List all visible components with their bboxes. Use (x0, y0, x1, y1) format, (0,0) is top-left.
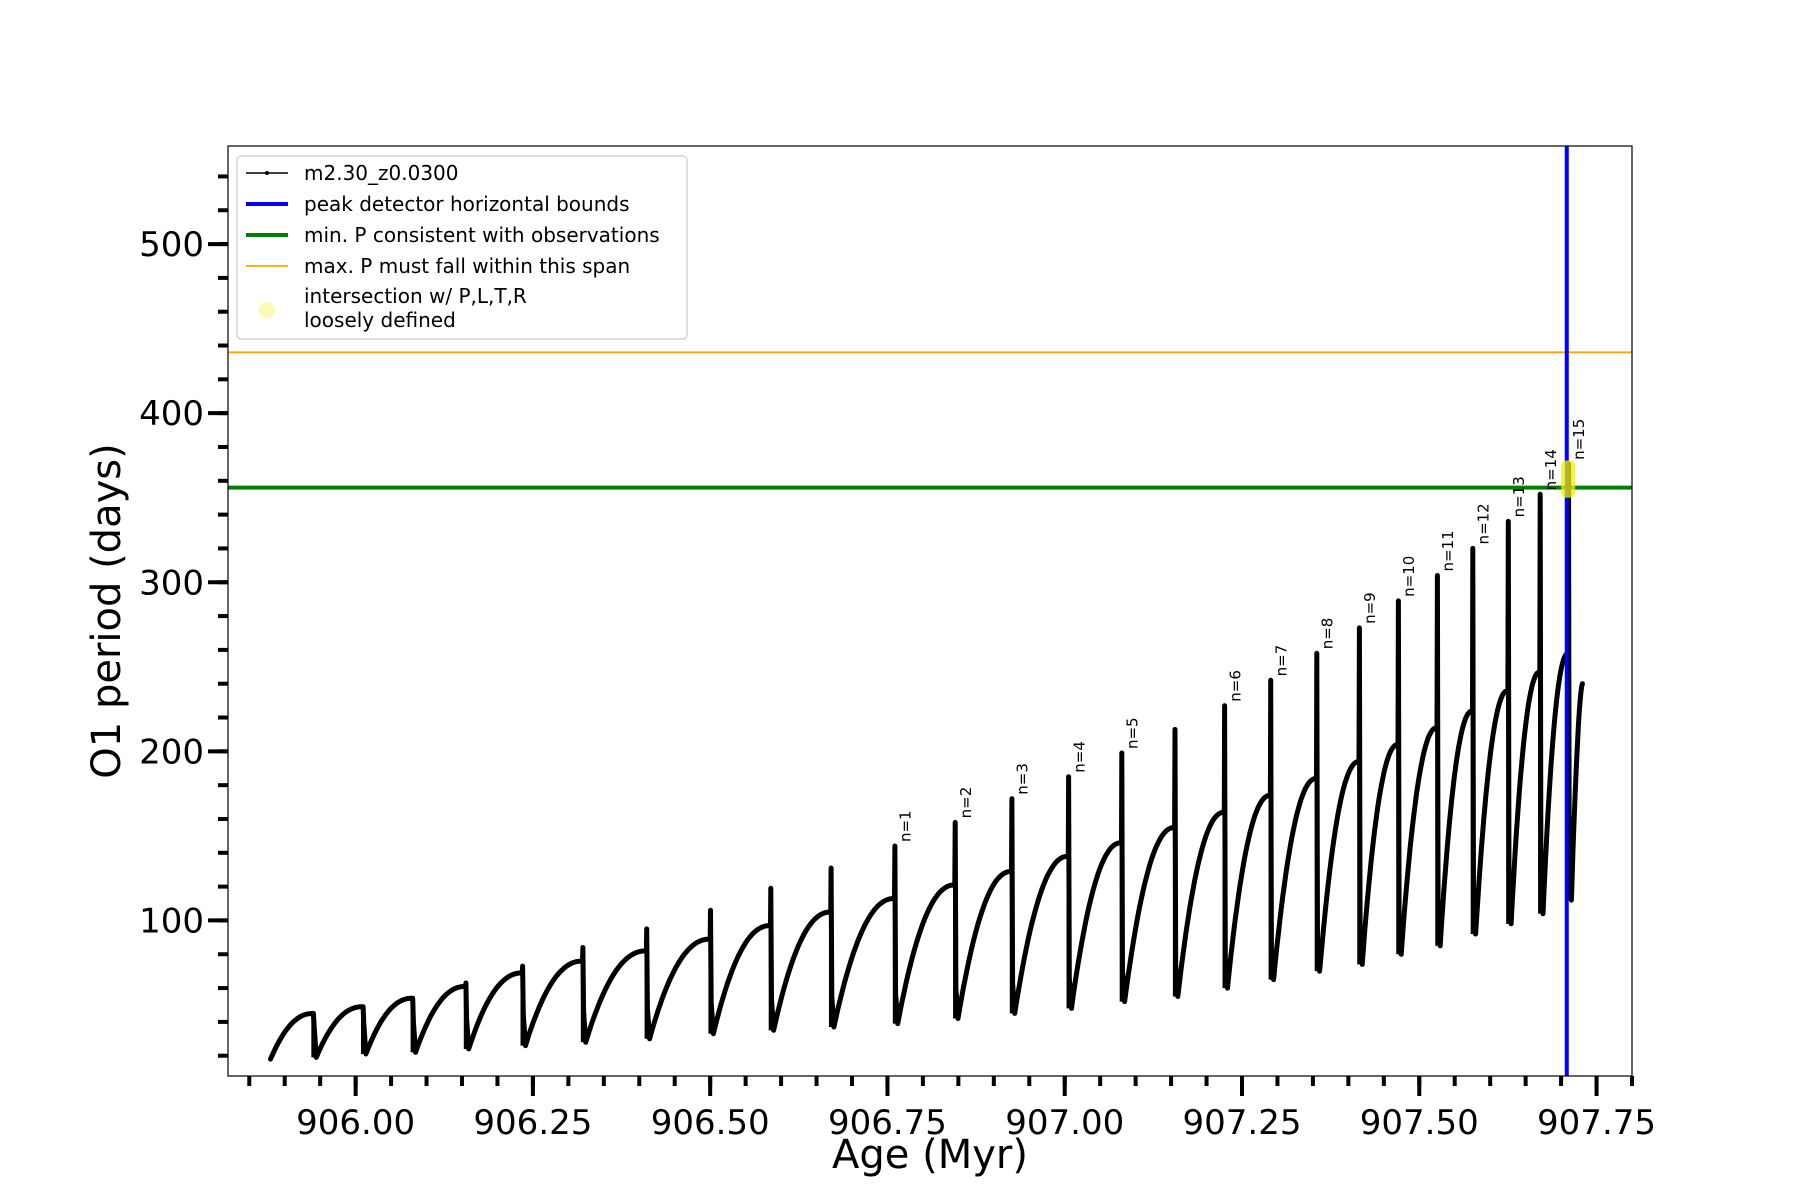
x-tick-label-8: 907.75 (1537, 1103, 1656, 1143)
legend-label-2: peak detector horizontal bounds (304, 192, 630, 216)
peak-label-6: n=6 (1226, 670, 1244, 702)
x-tick-label-4: 906.75 (828, 1103, 947, 1143)
x-tick-label-7: 907.50 (1360, 1103, 1479, 1143)
x-tick-label-6: 907.25 (1183, 1103, 1302, 1143)
peak-label-13: n=13 (1510, 476, 1528, 517)
peak-label-1: n=1 (897, 810, 915, 842)
y-axis: 100 200 300 400 500 (139, 174, 228, 1058)
x-axis-label: Age (Myr) (832, 1132, 1028, 1178)
peak-label-2: n=2 (957, 787, 975, 819)
y-tick-label-3: 300 (139, 563, 204, 603)
legend-marker-dot-1 (265, 171, 269, 175)
legend-label-4: max. P must fall within this span (304, 254, 630, 278)
x-tick-label-1: 906.00 (296, 1103, 415, 1143)
peak-label-12: n=12 (1474, 503, 1492, 544)
peak-label-14: n=14 (1542, 449, 1560, 490)
legend-label-3: min. P consistent with observations (304, 223, 660, 247)
peak-label-8: n=8 (1318, 618, 1336, 650)
series-layer (268, 461, 1585, 1062)
legend-label-5: intersection w/ P,L,T,R (304, 284, 527, 308)
x-tick-label-5: 907.00 (1005, 1103, 1124, 1143)
peak-label-10: n=10 (1400, 556, 1418, 597)
y-tick-label-1: 100 (139, 901, 204, 941)
peak-label-4: n=4 (1070, 741, 1088, 773)
legend-label-1: m2.30_z0.0300 (304, 161, 459, 185)
legend-marker-5 (259, 302, 275, 318)
plot-frame (227, 145, 1633, 1077)
y-tick-label-2: 200 (139, 732, 204, 772)
highlight-layer (1561, 460, 1576, 498)
x-axis: 906.00 906.25 906.50 906.75 907.00 907.25 907.… (247, 1076, 1656, 1143)
peak-labels: n=1 n=2 n=3 n=4 n=5 n=6 n=7 n=8 n=9 n=10 n=11 n=12 n… (897, 419, 1589, 842)
peak-label-15: n=15 (1570, 419, 1588, 460)
peak-label-9: n=9 (1361, 592, 1379, 624)
legend-box (236, 155, 688, 340)
peak-label-3: n=3 (1014, 763, 1032, 795)
y-tick-label-4: 400 (139, 394, 204, 434)
reference-lines (228, 351, 1632, 490)
x-tick-label-3: 906.50 (651, 1103, 770, 1143)
series-line (268, 461, 1585, 1062)
y-axis-label: O1 period (days) (84, 443, 130, 778)
peak-label-7: n=7 (1272, 645, 1290, 677)
peak-label-11: n=11 (1439, 530, 1457, 571)
legend-label-5-line2: loosely defined (304, 308, 456, 332)
intersection-highlight (1561, 460, 1576, 498)
peak-label-5: n=5 (1123, 717, 1141, 749)
x-tick-label-2: 906.25 (473, 1103, 592, 1143)
y-tick-label-5: 500 (139, 225, 204, 265)
